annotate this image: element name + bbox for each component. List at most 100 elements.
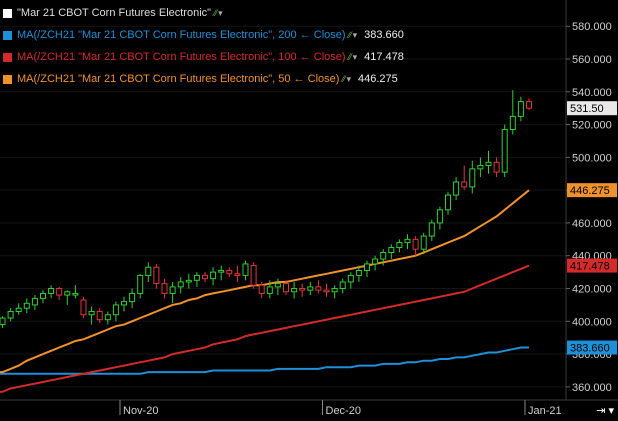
candle[interactable] — [258, 281, 265, 299]
candle[interactable] — [161, 278, 168, 299]
candle[interactable] — [121, 296, 127, 312]
candle[interactable] — [112, 301, 119, 322]
candle[interactable] — [396, 239, 403, 253]
double-arrow-icon[interactable]: ⇥ — [596, 405, 606, 417]
candle[interactable] — [428, 219, 435, 241]
candle-body-up — [185, 279, 192, 283]
gear-icon[interactable]: ▾ — [218, 8, 223, 18]
candle[interactable] — [307, 281, 314, 296]
ma50-tag-bg — [567, 183, 617, 198]
candle-body-up — [31, 297, 38, 306]
leaf-icon[interactable]: ⁄⁄ — [348, 30, 352, 40]
candle-body-down — [96, 310, 103, 321]
candle[interactable] — [31, 295, 38, 310]
chevron-down-icon[interactable]: ▾ — [608, 405, 614, 417]
leaf-icon[interactable]: ⁄⁄ — [348, 52, 352, 62]
candle[interactable] — [347, 272, 354, 289]
candle[interactable] — [48, 285, 55, 299]
candle[interactable] — [64, 290, 71, 305]
chart-legend: "Mar 21 CBOT Corn Futures Electronic" ⁄⁄… — [0, 2, 404, 90]
y-tick-label: 420.000 — [572, 284, 612, 296]
gear-icon[interactable]: ▾ — [352, 52, 358, 62]
legend-row-ma200[interactable]: MA(/ZCH21 "Mar 21 CBOT Corn Futures Elec… — [0, 24, 404, 46]
leaf-icon[interactable]: ⁄⁄ — [342, 74, 346, 84]
candle[interactable] — [493, 157, 500, 178]
candle[interactable] — [185, 273, 192, 289]
candle[interactable] — [104, 311, 111, 325]
candle[interactable] — [7, 308, 14, 322]
candle[interactable] — [169, 281, 176, 304]
legend-row-main[interactable]: "Mar 21 CBOT Corn Futures Electronic" ⁄⁄… — [0, 2, 404, 24]
candle[interactable] — [355, 265, 362, 282]
candle[interactable] — [331, 285, 338, 299]
candle[interactable] — [469, 160, 476, 194]
candle-body-up — [64, 291, 71, 296]
candle-body-up — [88, 310, 95, 316]
candle[interactable] — [15, 303, 22, 315]
candle[interactable] — [202, 272, 208, 282]
candle[interactable] — [23, 298, 30, 314]
candle[interactable] — [234, 265, 241, 282]
candle[interactable] — [364, 260, 370, 278]
candle-body-up — [137, 274, 144, 294]
candle[interactable] — [291, 281, 298, 299]
candle[interactable] — [210, 267, 217, 286]
candle[interactable] — [517, 96, 524, 122]
candle[interactable] — [509, 90, 516, 135]
candle[interactable] — [226, 267, 233, 278]
candle[interactable] — [412, 236, 419, 256]
candle-body-down — [283, 283, 289, 293]
candle-body-up — [266, 286, 273, 294]
candle[interactable] — [404, 234, 411, 250]
candle[interactable] — [323, 283, 330, 297]
gear-icon[interactable]: ▾ — [352, 30, 358, 40]
candle[interactable] — [388, 244, 395, 260]
candle[interactable] — [299, 283, 306, 297]
candle[interactable] — [339, 278, 346, 294]
legend-row-ma50[interactable]: MA(/ZCH21 "Mar 21 CBOT Corn Futures Elec… — [0, 68, 404, 90]
candle[interactable] — [137, 273, 144, 299]
candle[interactable] — [72, 285, 79, 299]
x-axis[interactable]: Nov-20 Dec-20 Jan-21 — [0, 399, 618, 417]
candle[interactable] — [461, 165, 468, 191]
candle[interactable] — [218, 265, 225, 281]
candle[interactable] — [485, 150, 492, 174]
candle[interactable] — [177, 277, 184, 294]
candle[interactable] — [501, 124, 508, 178]
candle[interactable] — [88, 306, 95, 325]
candle[interactable] — [145, 262, 152, 282]
legend-row-ma100[interactable]: MA(/ZCH21 "Mar 21 CBOT Corn Futures Elec… — [0, 46, 404, 68]
candle[interactable] — [129, 288, 136, 309]
candle[interactable] — [153, 263, 160, 289]
candle[interactable] — [445, 191, 451, 215]
candle-body-up — [477, 165, 484, 170]
leaf-icon[interactable]: ⁄⁄ — [214, 8, 218, 18]
candle[interactable] — [80, 296, 87, 319]
candle[interactable] — [193, 272, 200, 287]
candle[interactable] — [56, 286, 63, 300]
candle[interactable] — [315, 280, 322, 294]
candle[interactable] — [250, 262, 257, 289]
candle[interactable] — [40, 290, 46, 304]
candle[interactable] — [0, 316, 6, 328]
candle[interactable] — [242, 260, 249, 281]
candle[interactable] — [372, 255, 379, 271]
candle[interactable] — [453, 177, 460, 200]
candle[interactable] — [380, 249, 387, 266]
candle[interactable] — [96, 308, 103, 323]
candle[interactable] — [420, 232, 427, 255]
candle-body-up — [40, 292, 46, 299]
chart-nav[interactable]: ⇥ ▾ — [596, 404, 614, 417]
candle-body-up — [218, 269, 225, 273]
candle[interactable] — [526, 98, 532, 110]
gear-icon[interactable]: ▾ — [346, 74, 351, 84]
candle[interactable] — [274, 278, 281, 296]
candle-body-up — [428, 222, 435, 237]
candle[interactable] — [436, 206, 443, 230]
price-candles[interactable] — [0, 90, 532, 328]
candle[interactable] — [283, 280, 289, 296]
candle-body-down — [234, 273, 241, 276]
candle[interactable] — [266, 280, 273, 299]
candle[interactable] — [477, 157, 484, 178]
